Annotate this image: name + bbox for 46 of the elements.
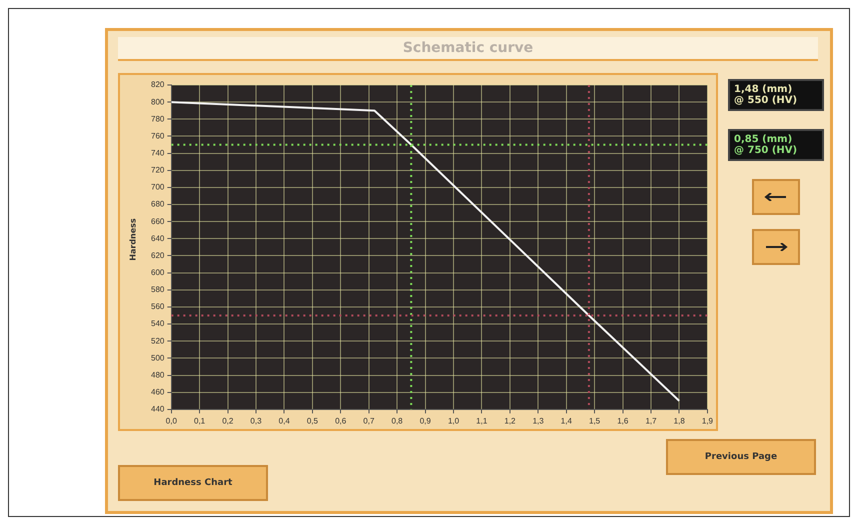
y-tick-label: 560: [150, 302, 165, 312]
x-tick-label: 0,6: [335, 416, 347, 426]
x-tick-label: 1,5: [589, 416, 601, 426]
y-tick-label: 540: [150, 319, 165, 328]
x-tick-label: 1,6: [617, 416, 629, 426]
x-tick-label: 0,3: [250, 416, 262, 426]
y-tick-label: 460: [150, 388, 165, 397]
x-tick-label: 1,4: [560, 416, 572, 426]
y-tick-label: 620: [150, 250, 165, 260]
y-tick-label: 600: [150, 268, 165, 278]
chart-title: Schematic curve: [118, 37, 818, 61]
x-tick-label: 0,5: [306, 416, 319, 426]
x-tick-label: 1,8: [674, 416, 686, 426]
text: Hardness Chart: [118, 465, 268, 501]
y-tick-label: 760: [150, 131, 165, 140]
x-tick-label: 1,0: [448, 416, 460, 426]
y-tick-label: 520: [150, 336, 165, 346]
x-tick-label: 1,1: [476, 416, 488, 426]
x-tick-label: 0,0: [166, 416, 178, 426]
x-tick-label: 0,9: [420, 416, 432, 426]
x-tick-label: 0,4: [278, 416, 290, 426]
y-tick-label: 700: [150, 182, 165, 192]
y-tick-label: 680: [150, 200, 165, 209]
x-tick-label: 1,3: [532, 416, 544, 426]
x-tick-label: 1,7: [645, 416, 658, 426]
y-tick-label: 800: [150, 97, 165, 106]
y-tick-label: 740: [150, 148, 165, 158]
text: Previous Page: [666, 439, 816, 475]
text: 1,48 (mm) @ 550 (HV): [728, 79, 824, 111]
x-tick-label: 1,2: [504, 416, 516, 426]
y-tick-label: 440: [150, 404, 165, 414]
y-tick-label: 580: [150, 285, 165, 294]
x-tick-label: 0,7: [363, 416, 375, 426]
text: 0,85 (mm) @ 750 (HV): [728, 129, 824, 161]
y-axis-title: Hardness: [128, 218, 138, 261]
y-tick-label: 720: [150, 166, 165, 175]
y-tick-label: 820: [150, 80, 165, 90]
y-tick-label: 640: [150, 234, 165, 243]
y-tick-label: 480: [150, 370, 165, 380]
y-tick-label: 500: [150, 353, 165, 362]
y-tick-label: 780: [150, 114, 165, 124]
x-tick-label: 0,1: [194, 416, 206, 426]
x-tick-label: 0,8: [392, 416, 404, 426]
y-tick-label: 660: [150, 216, 165, 226]
x-tick-label: 1,9: [702, 416, 714, 426]
x-tick-label: 0,2: [222, 416, 234, 426]
